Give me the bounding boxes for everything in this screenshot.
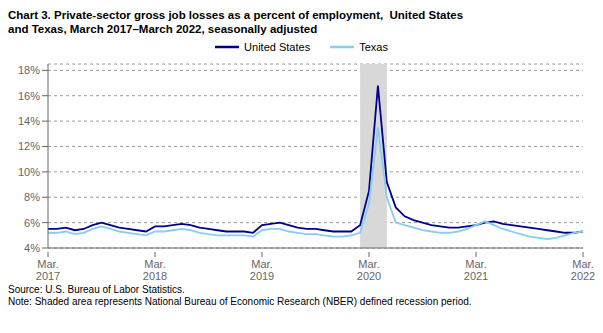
html-text:United States: United States — [244, 41, 311, 53]
svg-text:12%: 12% — [18, 140, 40, 152]
svg-text:18%: 18% — [18, 64, 40, 76]
svg-text:Mar.2018: Mar.2018 — [143, 258, 167, 282]
svg-text:14%: 14% — [18, 115, 40, 127]
html-text:Source: U.S. Bureau of Labor S: Source: U.S. Bureau of Labor Statistics. — [8, 284, 185, 295]
html-text:Chart 3. Private-sector gross: Chart 3. Private-sector gross job losses… — [8, 9, 463, 21]
html-text:Note: Shaded area represents N: Note: Shaded area represents National Bu… — [8, 296, 472, 307]
html-text:and Texas, March 2017–March 20: and Texas, March 2017–March 2022, season… — [8, 23, 318, 35]
svg-text:Mar.2022: Mar.2022 — [571, 258, 595, 282]
svg-text:4%: 4% — [24, 242, 40, 254]
svg-text:8%: 8% — [24, 191, 40, 203]
svg-text:Mar.2017: Mar.2017 — [36, 258, 60, 282]
svg-text:16%: 16% — [18, 90, 40, 102]
svg-text:Mar.2021: Mar.2021 — [464, 258, 488, 282]
svg-text:Mar.2019: Mar.2019 — [250, 258, 274, 282]
html-text:Texas: Texas — [359, 41, 388, 53]
svg-text:Mar.2020: Mar.2020 — [357, 258, 381, 282]
svg-text:6%: 6% — [24, 217, 40, 229]
svg-text:10%: 10% — [18, 166, 40, 178]
